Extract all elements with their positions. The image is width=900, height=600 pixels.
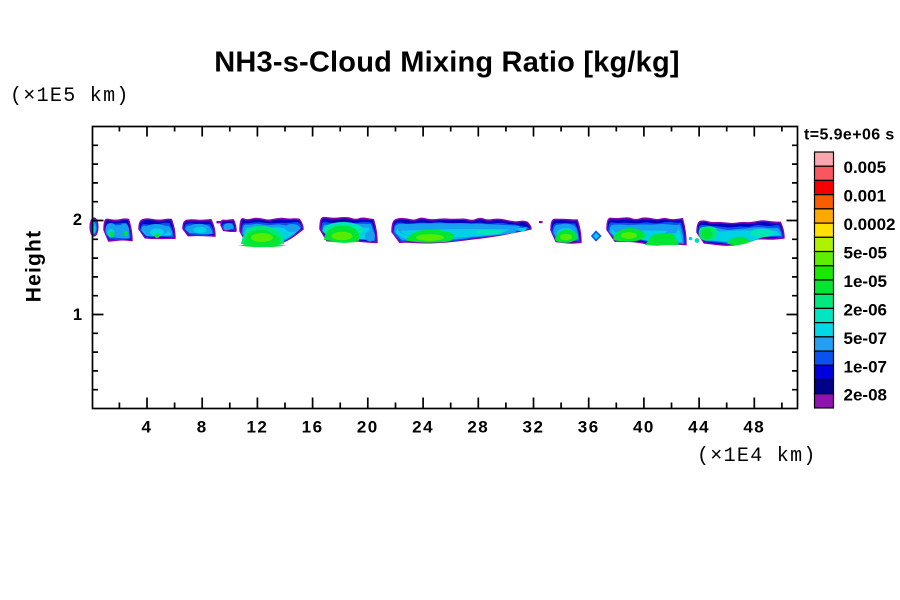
svg-text:28: 28	[467, 418, 489, 437]
svg-text:32: 32	[523, 418, 545, 437]
svg-text:8: 8	[197, 418, 208, 437]
svg-text:5e-05: 5e-05	[844, 244, 887, 263]
svg-text:0.005: 0.005	[844, 158, 887, 177]
svg-text:24: 24	[412, 418, 434, 437]
svg-text:4: 4	[142, 418, 153, 437]
svg-text:44: 44	[688, 418, 710, 437]
svg-text:5e-07: 5e-07	[844, 329, 887, 348]
svg-text:2: 2	[73, 211, 82, 229]
svg-text:48: 48	[743, 418, 765, 437]
svg-text:36: 36	[578, 418, 600, 437]
svg-text:0.001: 0.001	[844, 187, 887, 206]
svg-text:(×1E5 km): (×1E5 km)	[10, 85, 130, 108]
svg-text:2e-06: 2e-06	[844, 300, 887, 319]
svg-text:t=5.9e+06 s: t=5.9e+06 s	[804, 127, 895, 144]
svg-text:20: 20	[357, 418, 379, 437]
svg-text:40: 40	[633, 418, 655, 437]
svg-text:Height: Height	[23, 230, 46, 303]
svg-text:0.0002: 0.0002	[844, 215, 896, 234]
svg-text:(×1E4 km): (×1E4 km)	[697, 445, 817, 468]
svg-text:16: 16	[302, 418, 324, 437]
svg-text:NH3-s-Cloud Mixing Ratio [kg/k: NH3-s-Cloud Mixing Ratio [kg/kg]	[214, 47, 680, 79]
svg-text:1: 1	[73, 306, 82, 324]
svg-text:12: 12	[246, 418, 268, 437]
svg-text:2e-08: 2e-08	[844, 386, 887, 405]
svg-text:1e-05: 1e-05	[844, 272, 887, 291]
svg-text:1e-07: 1e-07	[844, 357, 887, 376]
